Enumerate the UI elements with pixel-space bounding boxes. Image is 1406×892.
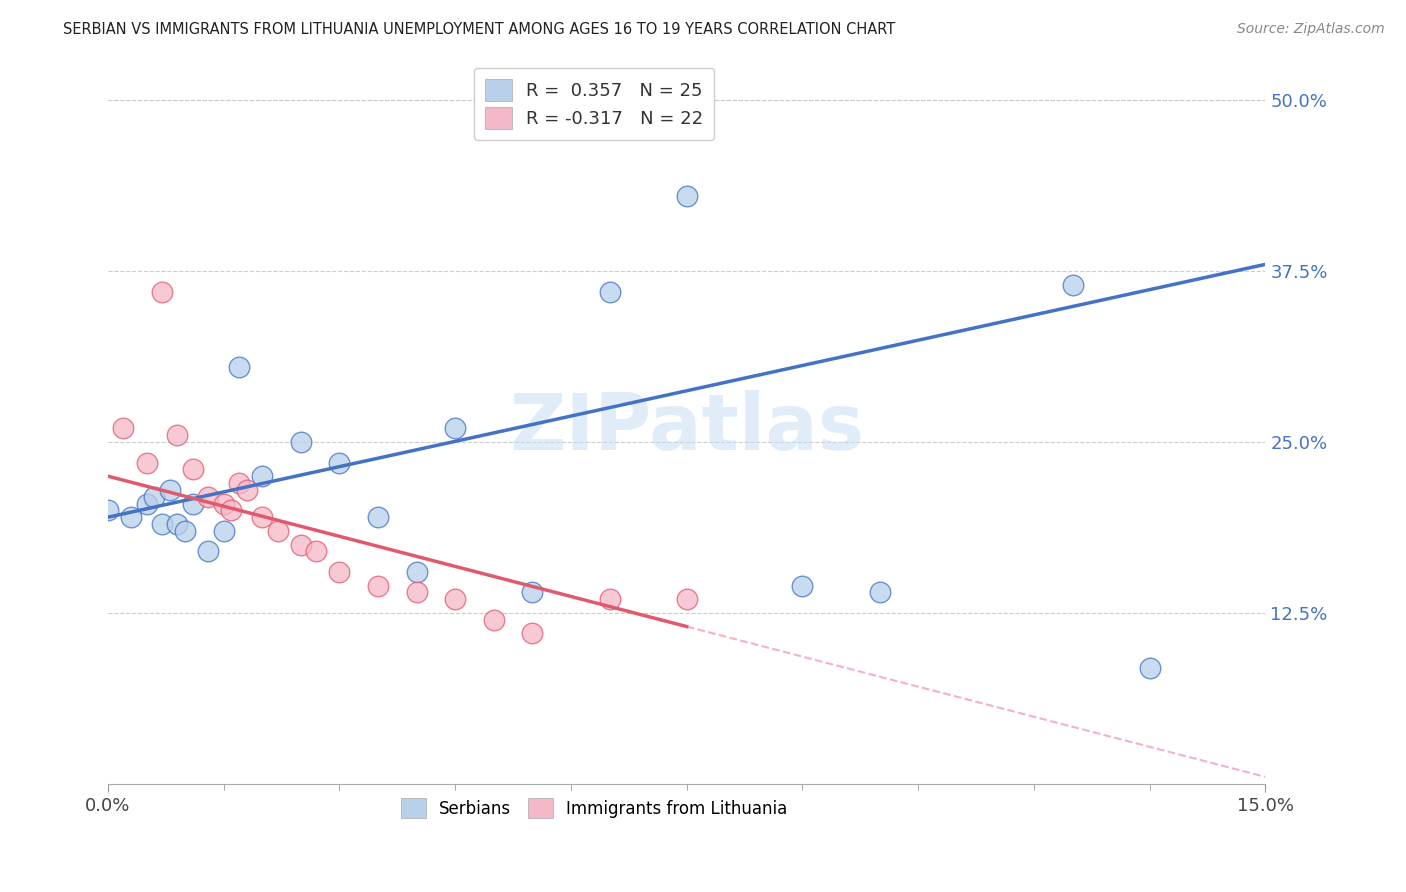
Point: [159, 483, 181, 497]
Point: [522, 585, 544, 599]
Point: [252, 469, 274, 483]
Point: [228, 476, 250, 491]
Point: [143, 490, 166, 504]
Point: [150, 516, 173, 531]
Point: [228, 359, 250, 374]
Point: [181, 462, 204, 476]
Point: [675, 592, 697, 607]
Point: [290, 537, 312, 551]
Point: [305, 544, 328, 558]
Point: [112, 421, 135, 435]
Text: SERBIAN VS IMMIGRANTS FROM LITHUANIA UNEMPLOYMENT AMONG AGES 16 TO 19 YEARS CORR: SERBIAN VS IMMIGRANTS FROM LITHUANIA UNE…: [63, 22, 896, 37]
Point: [174, 524, 197, 538]
Point: [97, 503, 120, 517]
Point: [135, 496, 157, 510]
Legend: Serbians, Immigrants from Lithuania: Serbians, Immigrants from Lithuania: [394, 791, 794, 825]
Point: [120, 510, 142, 524]
Point: [252, 510, 274, 524]
Point: [135, 456, 157, 470]
Point: [290, 435, 312, 450]
Point: [405, 565, 427, 579]
Point: [221, 503, 243, 517]
Point: [869, 585, 891, 599]
Point: [367, 578, 389, 592]
Text: Source: ZipAtlas.com: Source: ZipAtlas.com: [1237, 22, 1385, 37]
Point: [328, 565, 350, 579]
Point: [675, 189, 697, 203]
Point: [236, 483, 259, 497]
Point: [522, 626, 544, 640]
Point: [1139, 660, 1161, 674]
Point: [267, 524, 290, 538]
Point: [482, 613, 505, 627]
Point: [599, 285, 621, 299]
Point: [212, 524, 235, 538]
Point: [599, 592, 621, 607]
Point: [197, 544, 219, 558]
Point: [197, 490, 219, 504]
Point: [792, 578, 814, 592]
Point: [1062, 277, 1084, 292]
Point: [166, 516, 188, 531]
Point: [444, 421, 467, 435]
Point: [212, 496, 235, 510]
Point: [181, 496, 204, 510]
Point: [328, 456, 350, 470]
Point: [444, 592, 467, 607]
Point: [166, 428, 188, 442]
Point: [150, 285, 173, 299]
Point: [405, 585, 427, 599]
Point: [367, 510, 389, 524]
Text: ZIPatlas: ZIPatlas: [509, 391, 865, 467]
